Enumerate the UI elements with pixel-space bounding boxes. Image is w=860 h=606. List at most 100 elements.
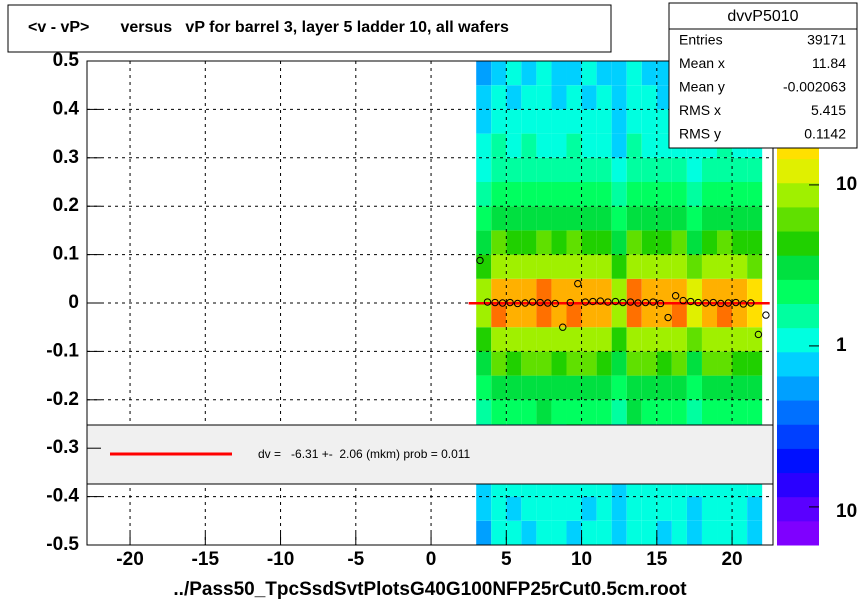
heatmap-cell (732, 182, 748, 207)
heatmap-cell (536, 303, 552, 328)
profile-point (724, 299, 733, 307)
heatmap-cell (491, 496, 507, 521)
heatmap-cell (491, 520, 507, 545)
profile-point (686, 297, 695, 306)
heatmap-cell (521, 399, 537, 424)
y-tick-label: 0.1 (53, 244, 80, 265)
heatmap-cell (491, 303, 507, 328)
colorbar-segment (777, 351, 819, 377)
heatmap-cell (686, 375, 702, 400)
heatmap-cell (491, 206, 507, 231)
heatmap-cell (671, 520, 687, 545)
heatmap-cell (506, 61, 522, 86)
heatmap-cell (581, 157, 597, 182)
heatmap-cell (596, 230, 612, 255)
colorbar-segment (777, 206, 819, 232)
heatmap-cell (747, 182, 763, 207)
heatmap-cell (747, 230, 763, 255)
heatmap-cell (641, 133, 657, 158)
heatmap-cell (551, 496, 567, 521)
heatmap-cell (626, 303, 642, 328)
axes: -20 -15 -10 -5 0 5 10 15 20 -0.5 -0.4 -0.3 -0.2 -0.1 0… (46, 50, 742, 570)
profile-point (762, 311, 770, 319)
heatmap-cell (581, 351, 597, 376)
heatmap-cell (476, 182, 492, 207)
heatmap-cell (671, 351, 687, 376)
heatmap-cell (551, 351, 567, 376)
heatmap-cell (581, 109, 597, 134)
fit-legend-label: dv = -6.31 +- 2.06 (mkm) prob = 0.011 (258, 447, 471, 461)
profile-point (566, 298, 574, 307)
z-tick-label: 10 (836, 174, 857, 195)
heatmap-cell (536, 278, 552, 303)
heatmap-cell (536, 230, 552, 255)
heatmap-cell (747, 303, 763, 328)
heatmap-cell (596, 206, 612, 231)
heatmap-cell (701, 496, 718, 521)
heatmap-cell (491, 399, 507, 424)
heatmap-cell (641, 327, 657, 352)
heatmap-cell (521, 327, 537, 352)
heatmap-cell (656, 206, 672, 231)
heatmap-cell (536, 61, 552, 86)
colorbar-segment (777, 448, 819, 474)
colorbar-segment (777, 279, 819, 304)
heatmap-cell (581, 85, 597, 110)
heatmap-cell (596, 375, 612, 400)
heatmap-cell (581, 254, 597, 279)
heatmap-cell (581, 182, 597, 207)
heatmap-cell (671, 278, 687, 303)
heatmap-cell (581, 375, 597, 400)
profile-point (596, 297, 605, 305)
heatmap-cell (611, 496, 627, 521)
heatmap-cell (596, 351, 612, 376)
heatmap-cell (671, 399, 687, 424)
heatmap-cell (686, 230, 702, 255)
y-tick-label: -0.3 (46, 437, 79, 458)
heatmap-cell (626, 182, 642, 207)
heatmap-cell (521, 254, 537, 279)
profile-point (709, 298, 717, 307)
heatmap-cell (641, 157, 657, 182)
x-tick-label: 10 (571, 549, 592, 570)
heatmap-cell (521, 278, 537, 303)
heatmap-cell (491, 254, 507, 279)
profile-point (626, 298, 635, 306)
colorbar-segment (777, 255, 819, 280)
heatmap-cell (491, 157, 507, 182)
heatmap-cell (641, 496, 657, 521)
heatmap-cell (536, 157, 552, 182)
heatmap-cell (747, 399, 763, 424)
x-tick-label: -20 (116, 549, 143, 570)
heatmap-cell (671, 254, 687, 279)
heatmap-cell (701, 375, 718, 400)
heatmap-cell (717, 230, 733, 255)
colorbar-segment (777, 182, 819, 208)
x-tick-label: 15 (646, 549, 668, 570)
heatmap-cell (717, 182, 733, 207)
x-tick-label: -10 (267, 549, 294, 570)
colorbar-segment (777, 375, 819, 401)
heatmap-cell (476, 351, 492, 376)
heatmap-cell (641, 303, 657, 328)
heatmap-cell (506, 520, 522, 545)
stats-box (668, 2, 858, 149)
heatmap-cell (747, 206, 763, 231)
profile-point (536, 298, 544, 307)
heatmap-cell (626, 351, 642, 376)
heatmap-cell (611, 61, 627, 86)
heatmap-cell (596, 85, 612, 110)
profile-point (641, 298, 650, 307)
heatmap-cell (611, 109, 627, 134)
heatmap-cell (732, 278, 748, 303)
heatmap-cell (551, 61, 567, 86)
heatmap-cell (491, 182, 507, 207)
heatmap-cell (491, 133, 507, 158)
colorbar-segment (777, 158, 819, 184)
x-tick-label: -15 (192, 549, 220, 570)
heatmap-cell (476, 303, 492, 328)
heatmap-cell (656, 133, 672, 158)
heatmap-cell (581, 520, 597, 545)
heatmap-cell (686, 520, 702, 545)
heatmap-cell (611, 375, 627, 400)
